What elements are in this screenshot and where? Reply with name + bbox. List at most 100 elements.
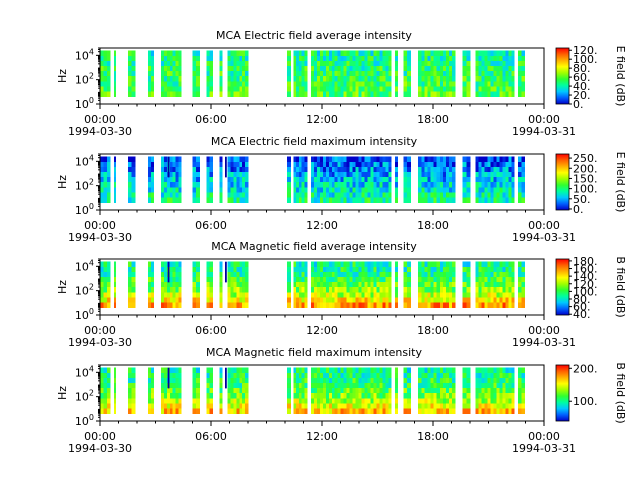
x-tick-label: 06:00 — [195, 430, 227, 443]
colorbar-tick-label: 50. — [573, 193, 591, 206]
x-tick-label: 00:00 — [528, 324, 560, 337]
x-tick-label: 00:00 — [528, 219, 560, 232]
colorbar-tick-label: 80. — [573, 62, 591, 75]
x-tick-label: 06:00 — [195, 113, 227, 126]
y-tick-label: 102 — [75, 389, 94, 404]
colorbar-tick-label: 180. — [573, 255, 598, 268]
colorbar-tick-label: 100. — [573, 285, 598, 298]
y-tick-base: 10 — [75, 366, 89, 379]
panel-2: MCA Electric field maximum intensity 1001… — [56, 135, 627, 244]
data-segment — [310, 156, 392, 203]
colorbar-tick-label: 200. — [573, 362, 598, 375]
spectrogram-data — [100, 50, 525, 97]
data-segment — [192, 367, 201, 414]
panel-title: MCA Electric field maximum intensity — [211, 135, 418, 148]
x-tick-label: 18:00 — [417, 324, 449, 337]
data-segment — [100, 367, 111, 414]
data-segment — [161, 156, 182, 203]
data-segment — [418, 367, 456, 414]
data-segment — [127, 261, 136, 308]
y-tick-base: 10 — [75, 155, 89, 168]
data-segment — [293, 367, 308, 414]
data-segment — [293, 156, 308, 203]
y-tick-base: 10 — [75, 391, 89, 404]
x-tick-label: 18:00 — [417, 430, 449, 443]
data-segment — [293, 261, 308, 308]
data-segment — [148, 367, 154, 414]
x-tick-label: 00:00 — [528, 430, 560, 443]
y-tick-base: 10 — [75, 49, 89, 62]
colorbar-tick-label: 40. — [573, 80, 591, 93]
data-segment — [418, 50, 456, 97]
y-tick-exp: 2 — [89, 72, 94, 81]
spectrogram-data — [100, 261, 525, 308]
data-segment — [192, 261, 201, 308]
panel-3: MCA Magnetic field average intensity1001… — [56, 240, 627, 349]
colorbar-tick-label: 100. — [573, 53, 598, 66]
x-date-end: 1994-03-31 — [512, 336, 576, 349]
colorbar-label: B field (dB) — [614, 362, 627, 423]
y-tick-exp: 0 — [89, 96, 94, 105]
data-segment — [206, 367, 214, 414]
colorbar-tick-label: 250. — [573, 152, 598, 165]
x-tick-label: 00:00 — [528, 113, 560, 126]
colorbar: 0.50.100.150.200.250. E field (dB) — [555, 152, 627, 216]
y-tick-exp: 0 — [89, 307, 94, 316]
y-tick-label: 104 — [75, 47, 94, 62]
data-segment — [403, 261, 412, 308]
data-segment — [418, 156, 456, 203]
data-segment — [395, 367, 399, 414]
panel-1: MCA Electric field average intensity1001… — [56, 29, 627, 138]
spectrogram-data — [100, 156, 525, 203]
colorbar-tick-label: 60. — [573, 71, 591, 84]
data-segment — [403, 50, 412, 97]
colorbar: 100. 200. B field (dB) — [555, 362, 627, 424]
data-segment — [219, 261, 223, 308]
y-tick-label: 102 — [75, 72, 94, 87]
x-tick-label: 06:00 — [195, 219, 227, 232]
y-tick-label: 100 — [75, 413, 94, 428]
colorbar-label: B field (dB) — [614, 256, 627, 317]
y-tick-label: 102 — [75, 283, 94, 298]
data-segment — [518, 50, 525, 97]
colorbar-tick-label: 80. — [573, 293, 591, 306]
data-segment — [100, 261, 111, 308]
data-segment — [286, 156, 291, 203]
y-tick-exp: 4 — [89, 364, 94, 373]
panel-4: MCA Magnetic field maximum intensity1001… — [56, 346, 627, 455]
x-tick-label: 18:00 — [417, 113, 449, 126]
y-axis-label: Hz — [56, 280, 69, 294]
data-segment — [192, 50, 201, 97]
x-tick-label: 00:00 — [84, 219, 116, 232]
colorbar-tick-label: 0. — [573, 98, 584, 111]
x-tick-label: 06:00 — [195, 324, 227, 337]
data-segment — [462, 261, 471, 308]
data-segment — [310, 367, 392, 414]
y-tick-base: 10 — [75, 260, 89, 273]
data-segment — [518, 261, 525, 308]
data-segment — [148, 156, 154, 203]
data-segment — [286, 367, 291, 414]
spike-mark — [167, 367, 170, 389]
data-segment — [286, 261, 291, 308]
data-segment — [518, 367, 525, 414]
data-segment — [395, 261, 399, 308]
colorbar-tick-label: 150. — [573, 172, 598, 185]
data-segment — [127, 367, 136, 414]
data-segment — [219, 156, 223, 203]
data-segment — [462, 50, 471, 97]
data-segment — [113, 50, 117, 97]
spike-mark — [225, 156, 227, 178]
data-segment — [227, 367, 249, 414]
colorbar: 0.20.40.60.80.100.120. E field (dB) — [555, 44, 627, 111]
data-segment — [219, 367, 223, 414]
data-segment — [161, 261, 182, 308]
colorbar-tick-label: 0. — [573, 203, 584, 216]
data-segment — [148, 50, 154, 97]
colorbar-label: E field (dB) — [614, 46, 627, 107]
